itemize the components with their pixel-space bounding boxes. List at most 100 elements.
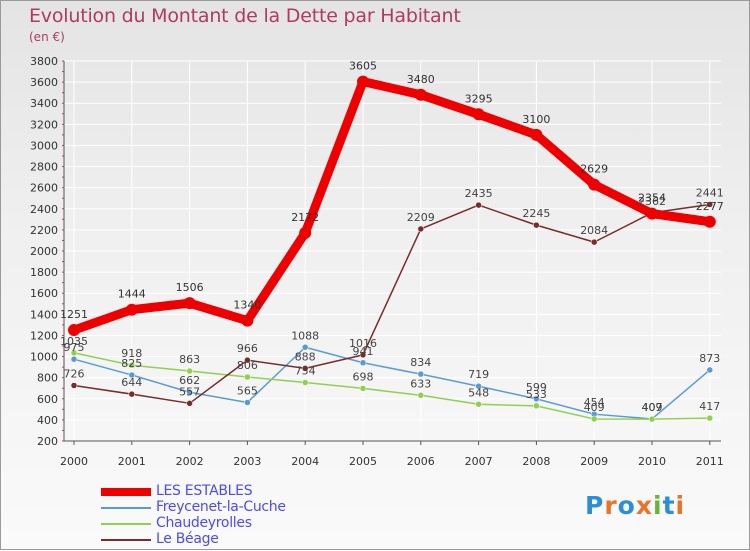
legend-swatch	[101, 523, 151, 525]
data-point-les-estables	[646, 207, 658, 220]
data-point-les-estables	[183, 297, 196, 310]
logo-letter: i	[653, 491, 663, 520]
data-point-chaudeyrolles	[475, 401, 482, 408]
data-label-freycenet-la-cuche: 719	[468, 368, 489, 381]
x-tick-label: 2008	[522, 455, 550, 468]
y-tick-label: 800	[37, 372, 58, 385]
axes: 200 400 600 800 1000 1200 1400 1600 1800 2000 2200…	[30, 55, 724, 468]
legend-label: LES ESTABLES	[156, 483, 253, 499]
y-tick-label: 2000	[30, 245, 58, 258]
x-tick-label: 2006	[407, 455, 435, 468]
data-point-les-estables	[703, 215, 716, 228]
data-label-le-beage: 888	[295, 350, 316, 363]
data-point-freycenet-la-cuche	[186, 388, 193, 396]
data-point-le-beage	[244, 356, 251, 364]
legend-item-le-beage: Le Béage	[101, 531, 361, 548]
data-point-les-estables	[414, 88, 427, 101]
data-point-les-estables	[125, 303, 138, 316]
x-tick-label: 2011	[696, 455, 724, 468]
data-label-les-estables: 3480	[407, 73, 435, 86]
data-label-chaudeyrolles: 863	[179, 353, 200, 366]
data-point-chaudeyrolles	[648, 415, 656, 423]
data-point-le-beage	[417, 225, 425, 233]
y-tick-label: 1600	[30, 287, 58, 300]
x-tick-label: 2004	[291, 455, 319, 468]
data-point-freycenet-la-cuche	[533, 395, 540, 403]
data-point-freycenet-la-cuche	[359, 359, 367, 367]
logo-letter: t	[662, 491, 676, 520]
data-point-freycenet-la-cuche	[70, 355, 78, 363]
legend-item-freycenet-la-cuche: Freycenet-la-Cuche	[101, 499, 361, 516]
data-label-le-beage: 2441	[696, 186, 724, 199]
legend-swatch	[101, 507, 151, 509]
y-tick-label: 200	[37, 435, 58, 448]
series-line-le-beage	[73, 203, 711, 405]
x-tick-label: 2002	[176, 455, 204, 468]
data-point-freycenet-la-cuche	[417, 370, 425, 378]
grid	[64, 60, 721, 442]
data-label-le-beage: 2084	[580, 224, 608, 237]
data-label-chaudeyrolles: 407	[642, 401, 663, 414]
data-point-le-beage	[533, 221, 540, 229]
data-point-chaudeyrolles	[359, 385, 367, 392]
logo-letter: r	[604, 491, 618, 520]
data-label-freycenet-la-cuche: 873	[699, 352, 720, 365]
data-label-les-estables: 3605	[349, 60, 377, 73]
data-point-freycenet-la-cuche	[475, 382, 482, 390]
y-tick-label: 3600	[30, 76, 58, 89]
data-label-les-estables: 1340	[233, 299, 261, 312]
data-label-les-estables: 2629	[580, 163, 608, 176]
y-tick-label: 2800	[30, 161, 58, 174]
data-label-chaudeyrolles: 548	[468, 386, 489, 399]
data-label-freycenet-la-cuche: 825	[121, 357, 142, 370]
data-label-le-beage: 966	[237, 342, 258, 355]
data-label-le-beage: 2209	[407, 211, 435, 224]
data-point-les-estables	[472, 108, 485, 121]
y-tick-label: 1400	[30, 308, 58, 321]
data-label-les-estables: 3295	[465, 92, 493, 105]
data-label-le-beage: 1016	[349, 337, 377, 350]
proxiti-logo: Proxiti	[585, 491, 685, 520]
data-label-freycenet-la-cuche: 941	[353, 345, 374, 358]
data-label-les-estables: 1251	[60, 308, 88, 321]
legend-item-chaudeyrolles: Chaudeyrolles	[101, 515, 361, 532]
y-tick-label: 1800	[30, 266, 58, 279]
data-point-le-beage	[128, 390, 136, 398]
data-label-les-estables: 1444	[118, 288, 146, 301]
y-tick-label: 2400	[30, 203, 58, 216]
data-label-chaudeyrolles: 633	[410, 377, 431, 390]
data-label-chaudeyrolles: 918	[121, 347, 142, 360]
data-label-freycenet-la-cuche: 834	[410, 356, 431, 369]
x-tick-label: 2000	[60, 455, 88, 468]
x-tick-label: 2007	[465, 455, 493, 468]
data-label-freycenet-la-cuche: 565	[237, 384, 258, 397]
y-tick-label: 2600	[30, 182, 58, 195]
data-point-chaudeyrolles	[128, 361, 136, 369]
data-point-chaudeyrolles	[417, 392, 425, 399]
x-tick-label: 2005	[349, 455, 377, 468]
y-tick-label: 3800	[30, 55, 58, 68]
data-label-le-beage: 557	[179, 385, 200, 398]
data-label-les-estables: 3100	[522, 113, 550, 126]
series-group	[68, 75, 716, 423]
data-label-les-estables: 1506	[176, 281, 204, 294]
logo-letter: i	[675, 491, 686, 520]
data-point-les-estables	[299, 226, 312, 239]
data-label-le-beage: 2245	[522, 207, 550, 220]
data-point-le-beage	[301, 365, 309, 372]
y-tick-label: 3000	[30, 139, 58, 152]
legend-swatch	[101, 539, 151, 541]
y-tick-label: 3200	[30, 118, 58, 131]
data-point-freycenet-la-cuche	[244, 399, 251, 406]
data-label-chaudeyrolles: 754	[295, 365, 316, 378]
data-label-freycenet-la-cuche: 409	[642, 401, 663, 414]
data-point-le-beage	[475, 201, 482, 209]
data-label-chaudeyrolles: 533	[526, 388, 547, 401]
data-label-les-estables: 2354	[638, 192, 666, 205]
legend-swatch	[101, 488, 151, 496]
data-label-les-estables: 2277	[696, 200, 724, 213]
data-point-le-beage	[186, 400, 193, 407]
